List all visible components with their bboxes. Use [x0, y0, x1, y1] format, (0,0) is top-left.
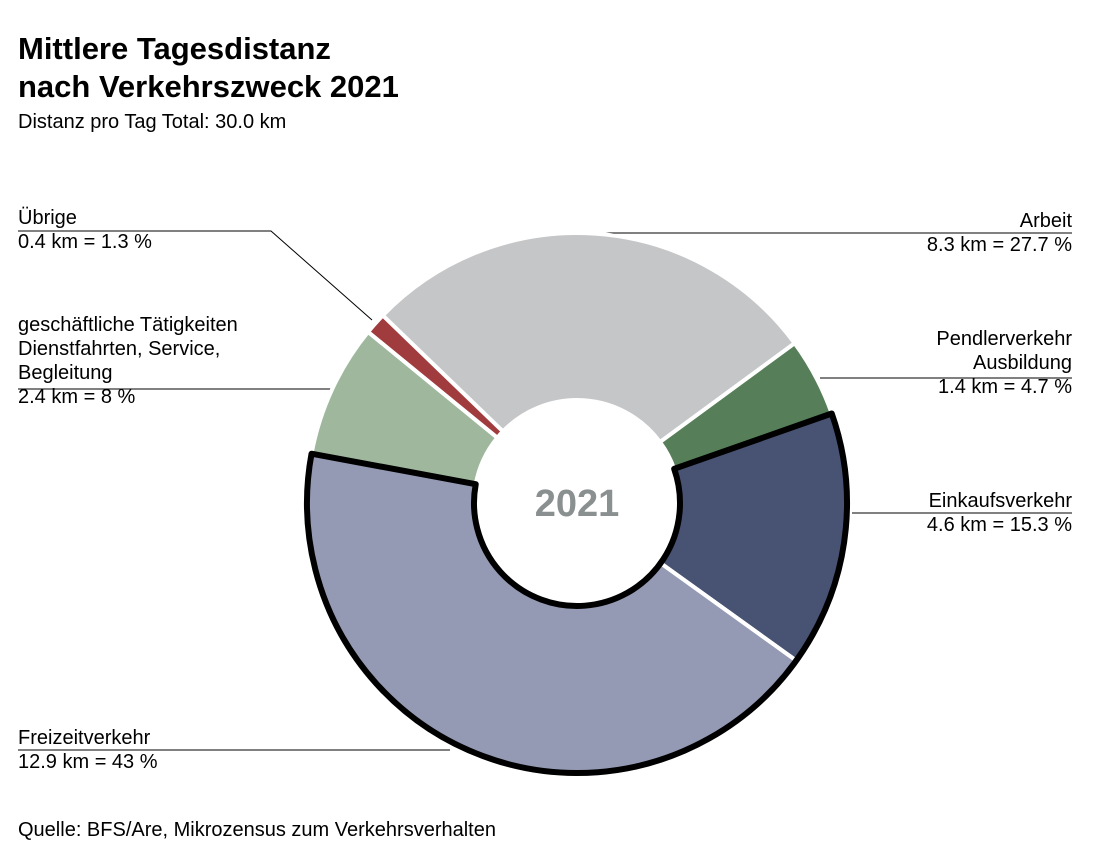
label-arbeit: Arbeit 8.3 km = 27.7 % — [927, 209, 1072, 257]
label-pendler: Pendlerverkehr Ausbildung 1.4 km = 4.7 % — [936, 327, 1072, 399]
label-name: Dienstfahrten, Service, — [18, 338, 221, 360]
label-value: 1.4 km = 4.7 % — [938, 376, 1072, 398]
label-name: Begleitung — [18, 362, 113, 384]
label-name: Übrige — [18, 207, 77, 229]
label-einkauf: Einkaufsverkehr 4.6 km = 15.3 % — [927, 489, 1072, 537]
slice-arbeit — [379, 231, 798, 445]
label-name: Einkaufsverkehr — [928, 490, 1072, 512]
title-line-2: nach Verkehrszweck 2021 — [18, 69, 399, 104]
label-name: Freizeitverkehr — [18, 727, 151, 749]
chart-title: Mittlere Tagesdistanz nach Verkehrszweck… — [18, 30, 399, 106]
label-geschaeft: geschäftliche Tätigkeiten Dienstfahrten,… — [18, 313, 238, 409]
label-uebrige: Übrige 0.4 km = 1.3 % — [18, 206, 152, 254]
label-value: 4.6 km = 15.3 % — [926, 514, 1072, 536]
slice-uebrige — [365, 312, 506, 441]
label-name: geschäftliche Tätigkeiten — [18, 314, 238, 336]
source-note: Quelle: BFS/Are, Mikrozensus zum Verkehr… — [18, 819, 496, 841]
label-freizeit: Freizeitverkehr 12.9 km = 43 % — [18, 726, 158, 774]
label-value: 8.3 km = 27.7 % — [926, 234, 1072, 256]
label-name: Pendlerverkehr — [936, 328, 1072, 350]
label-name: Arbeit — [1019, 210, 1072, 232]
center-label: 2021 — [535, 483, 620, 525]
leader-line-uebrige — [18, 230, 373, 321]
chart-subtitle: Distanz pro Tag Total: 30.0 km — [18, 111, 287, 133]
label-name: Ausbildung — [973, 352, 1072, 374]
label-value: 2.4 km = 8 % — [18, 386, 136, 408]
leader-lines — [18, 230, 1072, 751]
highlight-outline — [304, 410, 850, 776]
highlight-outline-path — [304, 410, 850, 776]
title-line-1: Mittlere Tagesdistanz — [18, 31, 331, 66]
label-value: 12.9 km = 43 % — [18, 751, 158, 773]
label-value: 0.4 km = 1.3 % — [18, 231, 152, 253]
